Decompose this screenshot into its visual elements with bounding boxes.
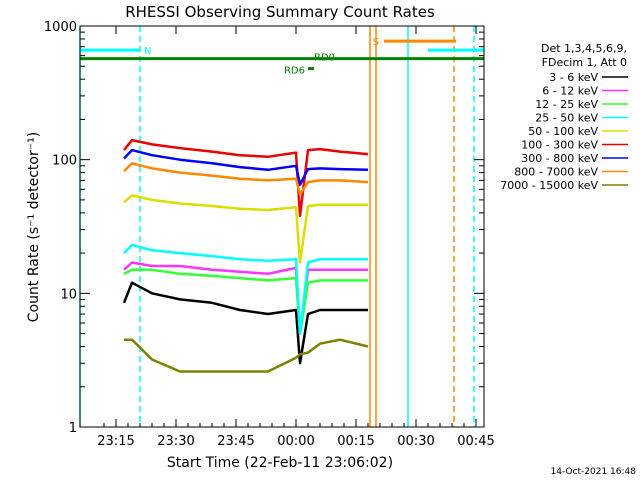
legend-label-3: 25 - 50 keV: [535, 112, 598, 125]
series-line-4: [123, 194, 368, 264]
legend-label-1: 6 - 12 keV: [542, 85, 598, 98]
flag-label-4: RD6: [284, 66, 305, 77]
legend-label-2: 12 - 25 keV: [535, 98, 598, 111]
flag-label-2: S: [373, 37, 379, 48]
legend-label-4: 50 - 100 keV: [528, 125, 598, 138]
legend: Det 1,3,4,5,6,9,FDecim 1, Att 0 3 - 6 keV…: [500, 42, 628, 192]
legend-header-1: FDecim 1, Att 0: [542, 56, 627, 69]
series-line-0: [122, 281, 368, 365]
y-axis-label: Count Rate (s⁻¹ detector⁻¹): [26, 132, 42, 322]
x-tick-label-5: 00:30: [397, 434, 434, 449]
legend-header-0: Det 1,3,4,5,6,9,: [541, 42, 627, 55]
legend-label-0: 3 - 6 keV: [549, 71, 598, 84]
y-tick-label-1: 10: [60, 287, 77, 302]
series-line-5: [123, 138, 369, 218]
flag-label-3: RD0: [314, 53, 335, 64]
series-line-2: [123, 268, 368, 335]
series-line-3: [123, 243, 368, 335]
x-tick-label-6: 00:45: [457, 434, 494, 449]
x-tick-label-2: 23:45: [217, 434, 254, 449]
y-tick-label-2: 100: [52, 154, 77, 169]
x-tick-label-1: 23:30: [157, 434, 194, 449]
y-axis: 1 10 100 1000: [44, 20, 484, 436]
series-line-6: [123, 148, 369, 186]
chart-title: RHESSI Observing Summary Count Rates: [125, 3, 435, 21]
plot-frame: [79, 25, 485, 428]
status-flags: N S RD0 RD6: [80, 37, 484, 77]
series-line-7: [123, 162, 369, 196]
x-tick-label-4: 00:15: [337, 434, 374, 449]
series-group: [122, 138, 369, 373]
footer-timestamp: 14-Oct-2021 16:48: [551, 467, 637, 477]
legend-label-6: 300 - 800 keV: [521, 152, 598, 165]
y-tick-label-0: 1: [69, 421, 77, 436]
series-line-1: [123, 261, 368, 335]
flag-label-0: N: [144, 46, 151, 57]
legend-label-5: 100 - 300 keV: [521, 139, 598, 152]
legend-label-8: 7000 - 15000 keV: [500, 179, 598, 192]
x-tick-label-0: 23:15: [97, 434, 134, 449]
x-tick-label-3: 00:00: [277, 434, 314, 449]
legend-label-7: 800 - 7000 keV: [514, 166, 598, 179]
series-line-8: [124, 338, 369, 373]
x-axis-label: Start Time (22-Feb-11 23:06:02): [167, 455, 393, 471]
y-tick-label-3: 1000: [44, 20, 77, 35]
x-axis: 23:15 23:30 23:45 00:00 00:15 00:30 00:45: [97, 26, 495, 449]
